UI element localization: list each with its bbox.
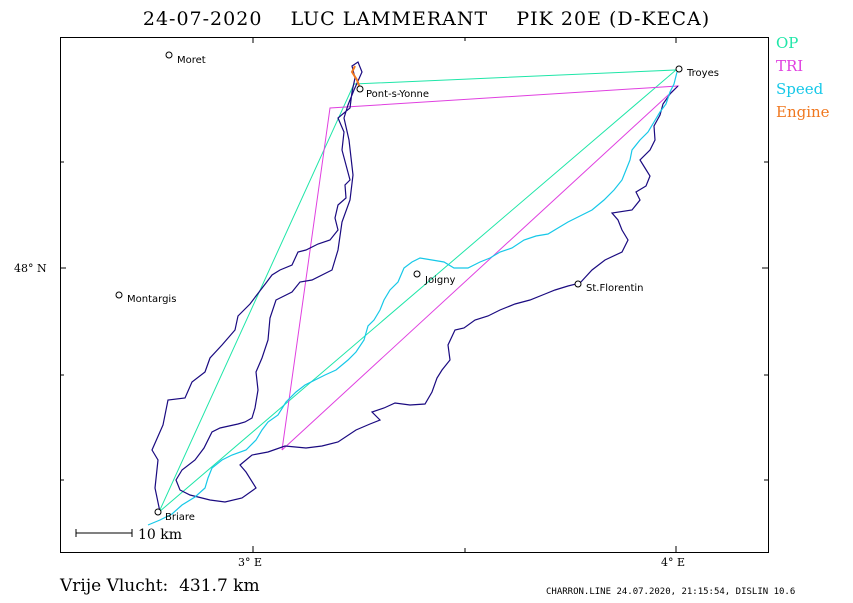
town-moret bbox=[165, 51, 173, 59]
flight-date: 24-07-2020 bbox=[142, 8, 263, 30]
town-troyes bbox=[675, 65, 683, 73]
town-montargis bbox=[115, 291, 123, 299]
distance-summary: Vrije Vlucht: 431.7 km bbox=[60, 576, 260, 596]
town-label-pont-s-yonne: Pont-s-Yonne bbox=[366, 89, 429, 100]
town-markers bbox=[115, 51, 683, 516]
town-label-st-florentin: St.Florentin bbox=[586, 283, 644, 294]
pilot-name: LUC LAMMERANT bbox=[290, 8, 489, 30]
legend-engine: Engine bbox=[776, 103, 830, 121]
legend-speed: Speed bbox=[776, 80, 824, 98]
distance-value: 431.7 km bbox=[179, 576, 260, 596]
town-briare bbox=[154, 508, 162, 516]
scale-bar bbox=[75, 529, 133, 537]
speed-track bbox=[147, 71, 678, 526]
town-pont-s-yonne bbox=[356, 85, 364, 93]
town-label-montargis: Montargis bbox=[127, 294, 176, 305]
town-st-florentin bbox=[574, 280, 582, 288]
program-info: CHARRON.LINE 24.07.2020, 21:15:54, DISLI… bbox=[546, 587, 796, 597]
map-frame bbox=[60, 37, 769, 553]
engine-track bbox=[350, 65, 361, 89]
town-label-briare: Briare bbox=[165, 512, 195, 523]
distance-label: Vrije Vlucht: bbox=[60, 576, 169, 596]
legend-op: OP bbox=[776, 34, 799, 52]
axis-ticks bbox=[60, 37, 768, 552]
map-title: 24-07-2020 LUC LAMMERANT PIK 20E (D-KECA… bbox=[0, 8, 853, 30]
y-label-48n: 48° N bbox=[14, 262, 47, 275]
town-label-troyes: Troyes bbox=[686, 68, 719, 79]
town-label-joigny: Joigny bbox=[424, 275, 456, 286]
op-route bbox=[158, 69, 678, 513]
scale-label: 10 km bbox=[138, 527, 182, 543]
x-label-4e: 4° E bbox=[661, 556, 685, 569]
tri-route bbox=[281, 85, 680, 451]
town-joigny bbox=[413, 270, 421, 278]
x-label-3e: 3° E bbox=[238, 556, 262, 569]
legend-tri: TRI bbox=[776, 57, 804, 75]
flight-track bbox=[151, 61, 679, 513]
town-label-moret: Moret bbox=[177, 55, 206, 66]
glider-name: PIK 20E (D-KECA) bbox=[516, 8, 711, 30]
